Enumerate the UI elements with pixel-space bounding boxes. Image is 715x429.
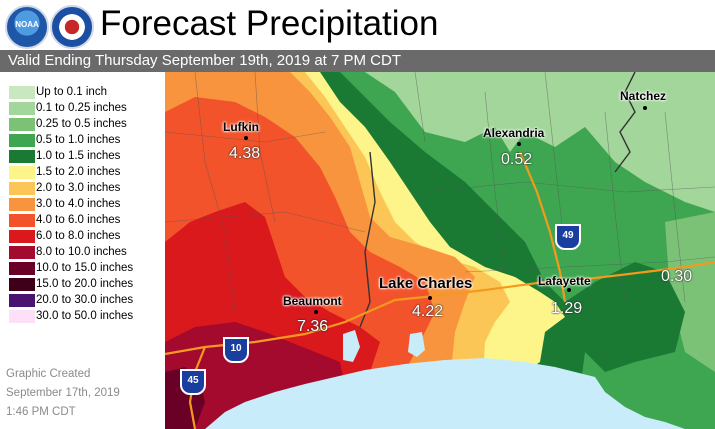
legend-label: 15.0 to 20.0 inches [36,278,134,290]
legend-label: 10.0 to 15.0 inches [36,262,134,274]
city-label-natchez: Natchez [620,89,667,103]
city-label-lafayette: Lafayette [538,274,591,288]
legend-label: Up to 0.1 inch [36,86,107,98]
legend-swatch [9,198,35,211]
gulf-water [205,358,685,429]
legend-swatch [9,310,35,323]
precip-value: 1.29 [551,300,583,317]
city-dot [314,310,318,314]
legend-swatch [9,102,35,115]
legend-label: 20.0 to 30.0 inches [36,294,134,306]
legend-swatch [9,118,35,131]
city-dot [244,136,248,140]
legend-label: 3.0 to 4.0 inches [36,198,121,210]
legend-label: 0.5 to 1.0 inches [36,134,121,146]
legend-swatch [9,230,35,243]
legend-swatch [9,86,35,99]
county-borders [165,72,715,313]
precip-map: 49 10 45 Lufkin 4.38 Alexandria 0.52 Nat… [165,72,715,429]
city-dot [428,296,432,300]
city-dot [517,142,521,146]
legend-swatch [9,246,35,259]
nws-logo [50,5,94,49]
legend-swatch [9,262,35,275]
legend: Up to 0.1 inch 0.1 to 0.25 inches 0.25 t… [0,72,165,429]
legend-swatch [9,166,35,179]
legend-label: 2.0 to 3.0 inches [36,182,121,194]
credit-line: September 17th, 2019 [6,387,120,399]
highway-shield: 49 [555,224,581,250]
precip-value: 4.22 [412,303,444,320]
header: NOAA Forecast Precipitation [0,0,715,50]
legend-swatch [9,294,35,307]
legend-swatch [9,182,35,195]
credit-line: Graphic Created [6,368,91,380]
city-dot [643,106,647,110]
legend-label: 4.0 to 6.0 inches [36,214,121,226]
legend-label: 30.0 to 50.0 inches [36,310,134,322]
precip-value: 0.52 [501,151,533,168]
legend-label: 8.0 to 10.0 inches [36,246,127,258]
noaa-logo: NOAA [5,5,49,49]
legend-swatch [9,214,35,227]
highway-shield: 10 [223,337,249,363]
city-label-alexandria: Alexandria [483,126,545,140]
city-label-beaumont: Beaumont [283,294,342,308]
legend-label: 1.5 to 2.0 inches [36,166,121,178]
legend-swatch [9,150,35,163]
legend-swatch [9,278,35,291]
legend-label: 1.0 to 1.5 inches [36,150,121,162]
valid-time-text: Valid Ending Thursday September 19th, 20… [8,52,401,69]
precip-value: 7.36 [297,318,329,335]
state-border [614,72,636,173]
legend-label: 0.1 to 0.25 inches [36,102,127,114]
precip-value: 0.30 [661,268,693,285]
page-title: Forecast Precipitation [100,4,439,43]
state-border [359,151,376,328]
city-label-lufkin: Lufkin [223,120,259,134]
highway-shield: 45 [180,369,206,395]
lake [343,330,360,362]
credit-line: 1:46 PM CDT [6,406,76,418]
city-label-lake-charles: Lake Charles [379,275,473,292]
legend-label: 6.0 to 8.0 inches [36,230,121,242]
precip-value: 4.38 [229,145,261,162]
subtitle-bar: Valid Ending Thursday September 19th, 20… [0,50,715,72]
legend-swatch [9,134,35,147]
precip-zone [665,212,715,372]
legend-label: 0.25 to 0.5 inches [36,118,127,130]
lake [408,332,425,357]
city-dot [567,288,571,292]
